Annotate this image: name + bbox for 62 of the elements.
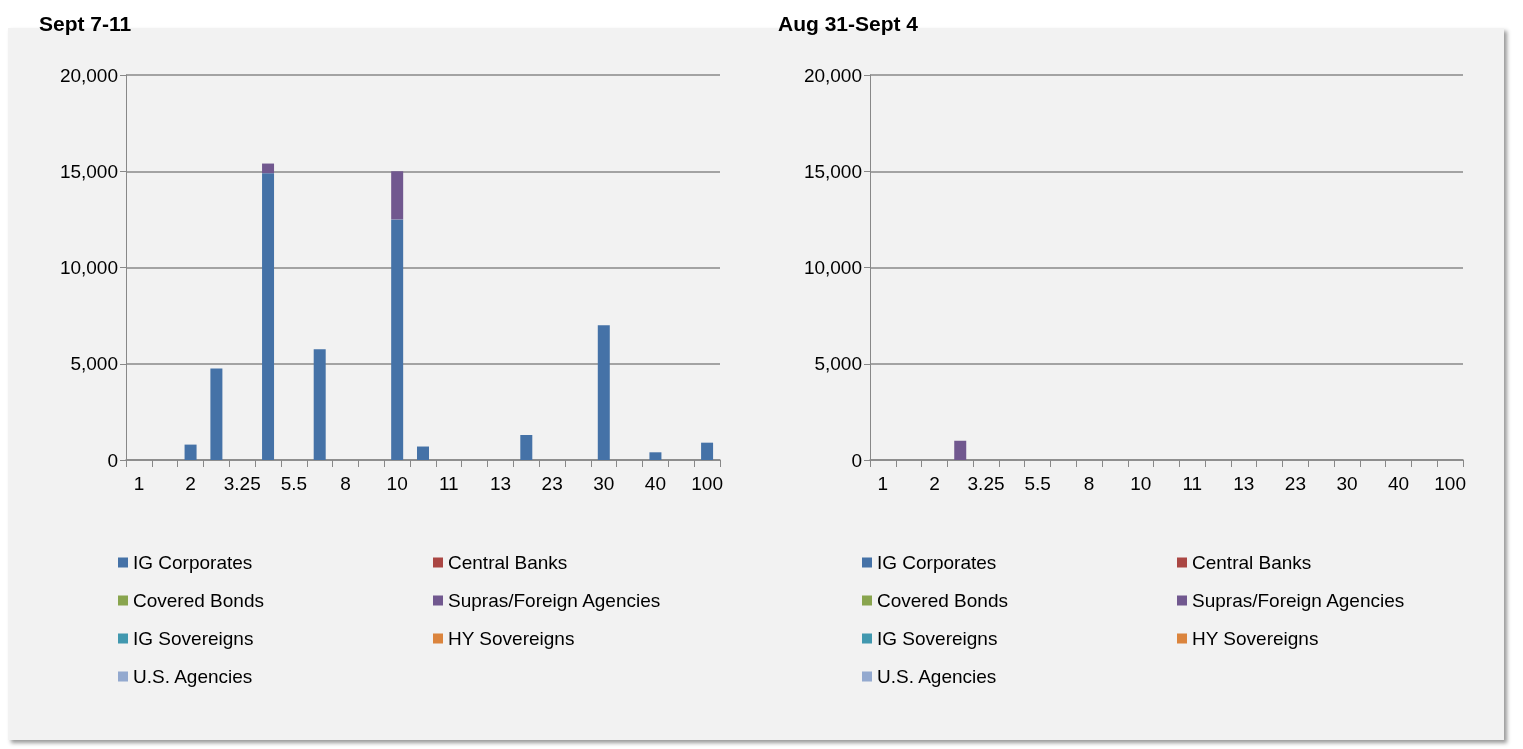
y-tick-label: 10,000 <box>59 257 118 278</box>
legend-label: Supras/Foreign Agencies <box>1192 590 1405 611</box>
legend-label: IG Sovereigns <box>877 628 998 649</box>
legend-label: Central Banks <box>448 552 568 573</box>
y-tick-label: 0 <box>107 449 118 471</box>
bar <box>597 325 610 460</box>
x-tick-label: 40 <box>1387 473 1410 494</box>
legend-label: U.S. Agencies <box>877 666 997 687</box>
y-tick-label: 20,000 <box>803 64 862 86</box>
y-tick-label: 15,000 <box>803 160 862 182</box>
x-tick-label: 13 <box>1233 473 1255 494</box>
legend-label: IG Corporates <box>133 552 253 573</box>
legend-label: IG Sovereigns <box>133 628 254 649</box>
x-tick-label: 11 <box>1182 473 1203 494</box>
y-tick-label: 15,000 <box>59 160 118 182</box>
bar <box>417 446 429 460</box>
x-tick-label: 11 <box>438 473 459 494</box>
bar <box>391 219 404 460</box>
x-tick-label: 3.25 <box>967 473 1005 494</box>
x-tick-label: 8 <box>340 473 351 494</box>
y-tick-label: 5,000 <box>814 353 862 375</box>
legend-label: U.S. Agencies <box>133 666 253 687</box>
bar <box>520 434 533 460</box>
x-tick-label: 100 <box>1434 473 1466 494</box>
x-tick-label: 23 <box>541 473 563 494</box>
x-tick-label: 10 <box>1130 473 1152 494</box>
y-tick-label: 0 <box>851 449 862 471</box>
bar <box>262 173 275 460</box>
x-tick-label: 8 <box>1083 473 1095 494</box>
legend-label: Supras/Foreign Agencies <box>448 590 661 611</box>
x-tick-label: 40 <box>644 473 667 494</box>
x-tick-label: 5.5 <box>1024 473 1051 494</box>
x-tick-label: 2 <box>185 473 196 494</box>
legend-label: Covered Bonds <box>133 590 264 611</box>
legend-label: HY Sovereigns <box>1192 628 1319 649</box>
y-tick-label: 5,000 <box>70 353 118 375</box>
x-tick-label: 1 <box>133 473 145 494</box>
x-tick-label: 23 <box>1284 473 1306 494</box>
x-tick-label: 1 <box>877 473 889 494</box>
legend-label: Central Banks <box>1192 552 1312 573</box>
bar <box>649 452 662 460</box>
x-tick-label: 13 <box>489 473 512 494</box>
bar <box>184 444 197 460</box>
y-tick-label: 20,000 <box>59 64 118 86</box>
x-tick-label: 30 <box>593 473 615 494</box>
y-tick-label: 10,000 <box>803 257 862 278</box>
legend-label: HY Sovereigns <box>448 628 575 649</box>
x-tick-label: 3.25 <box>223 473 261 494</box>
x-tick-label: 2 <box>929 473 940 494</box>
chart-title: Sept 7-11 <box>39 12 132 35</box>
x-tick-label: 30 <box>1336 473 1358 494</box>
x-tick-label: 5.5 <box>280 473 308 494</box>
bar <box>210 368 223 460</box>
x-tick-label: 100 <box>691 473 723 494</box>
legend-label: Covered Bonds <box>877 590 1008 611</box>
chart-title: Aug 31-Sept 4 <box>778 12 919 35</box>
legend-label: IG Corporates <box>877 552 997 573</box>
bar <box>391 171 404 220</box>
x-tick-label: 10 <box>386 473 408 494</box>
bar <box>262 163 275 174</box>
bar <box>313 349 326 460</box>
bar <box>701 442 714 460</box>
